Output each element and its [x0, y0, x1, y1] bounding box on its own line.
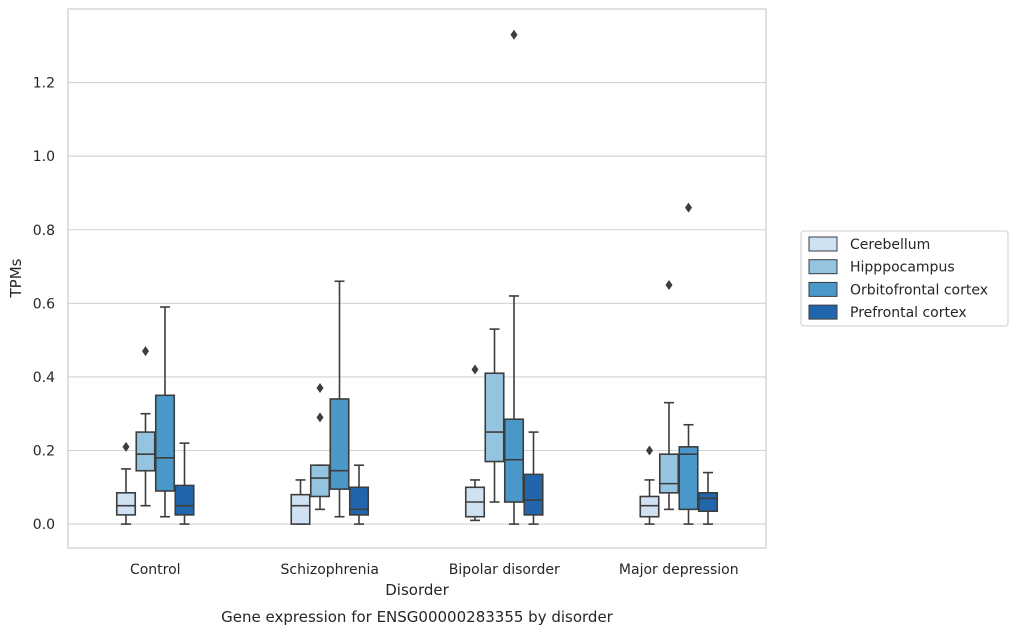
x-tick-label: Major depression [619, 562, 739, 578]
box [678, 446, 699, 511]
box [658, 453, 680, 494]
legend-swatch [808, 304, 838, 320]
series-cerebellum [115, 364, 660, 525]
box [309, 464, 331, 498]
outlier-point [510, 29, 518, 40]
box [290, 493, 311, 525]
chart-caption: Gene expression for ENSG00000283355 by d… [221, 608, 614, 626]
box [174, 484, 195, 516]
outlier-point [646, 445, 653, 456]
legend-label: Orbitofrontal cortex [850, 282, 988, 298]
outlier-point [685, 202, 692, 213]
y-tick-labels: 0.0 0.2 0.4 0.6 0.8 1.0 1.2 [33, 76, 55, 534]
x-tick-label: Schizophrenia [281, 562, 379, 578]
legend-frame [800, 230, 1009, 327]
outlier-point [316, 382, 324, 393]
series-prefrontal-cortex [174, 431, 719, 525]
box [329, 398, 350, 490]
legend-swatch [808, 259, 838, 275]
outlier-point [471, 364, 479, 375]
y-axis-label: TPMs [7, 258, 25, 298]
legend-swatch [808, 281, 838, 297]
box [348, 486, 370, 516]
box [115, 492, 137, 516]
outlier-point [122, 441, 130, 452]
outlier-point [142, 346, 149, 357]
legend-label: Cerebellum [850, 237, 930, 253]
box [697, 492, 719, 513]
box [484, 372, 505, 463]
legend-swatch [808, 236, 838, 252]
box [154, 394, 176, 492]
x-tick-labels: Control Schizophrenia Bipolar disorder Majo… [130, 562, 739, 578]
y-tick-label: 0.8 [33, 223, 55, 239]
box-series [115, 29, 719, 525]
box [135, 431, 156, 472]
box [523, 473, 544, 516]
series-hipppocampus [135, 279, 680, 511]
x-tick-label: Bipolar disorder [449, 562, 560, 578]
y-tick-label: 0.2 [33, 444, 55, 460]
box [503, 418, 525, 503]
outlier-point [665, 279, 673, 290]
plot-frame [67, 8, 767, 549]
box [639, 495, 660, 518]
y-tick-label: 1.0 [33, 149, 55, 165]
outlier-point [316, 412, 324, 423]
legend-items: Cerebellum Hipppocampus Orbitofrontal cort… [808, 236, 988, 321]
legend: Cerebellum Hipppocampus Orbitofrontal cort… [800, 230, 1009, 327]
y-tick-label: 1.2 [33, 76, 55, 92]
x-tick-label: Control [130, 562, 181, 578]
y-tick-label: 0.6 [33, 296, 55, 312]
y-tick-label: 0.0 [33, 517, 55, 533]
y-tick-label: 0.4 [33, 370, 55, 386]
legend-label: Prefrontal cortex [850, 305, 967, 321]
legend-label: Hipppocampus [850, 260, 955, 276]
x-axis-label: Disorder [385, 581, 449, 599]
series-orbitofrontal-cortex [154, 29, 699, 525]
